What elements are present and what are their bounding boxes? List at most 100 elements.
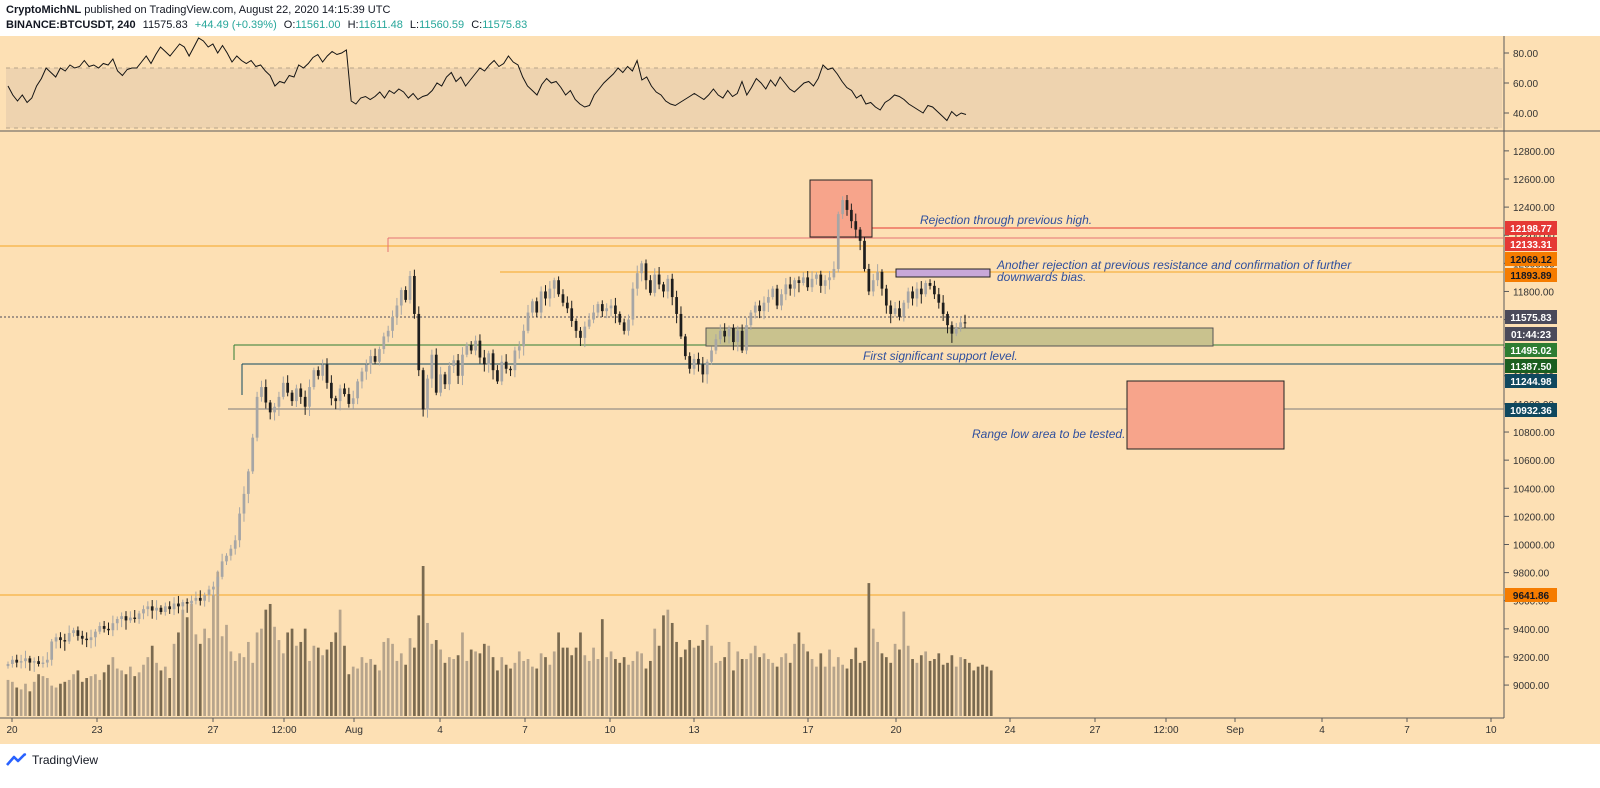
candle-body (89, 637, 93, 641)
volume-bar (753, 645, 757, 716)
candle-body (832, 268, 836, 278)
candle-body (107, 628, 110, 631)
candle-body (535, 301, 539, 313)
volume-bar (775, 666, 779, 716)
candle-body (635, 273, 639, 289)
candle-body (548, 288, 552, 299)
volume-bar (238, 653, 241, 716)
price-label-text: 11575.83 (1510, 313, 1552, 324)
volume-bar (535, 668, 539, 716)
candle-body (268, 402, 272, 413)
price-tick-label: 9400.00 (1513, 625, 1550, 636)
volume-bar (845, 668, 849, 716)
price-label-text: 11495.02 (1510, 346, 1552, 357)
candle-body (334, 398, 338, 402)
volume-bar (509, 668, 512, 716)
volume-bar (413, 647, 416, 716)
candle-body (6, 663, 10, 667)
candle-body (762, 302, 766, 312)
volume-bar (281, 653, 285, 716)
candle-body (41, 662, 45, 664)
candle-body (845, 200, 849, 210)
candle-body (649, 280, 652, 293)
volume-bar (635, 651, 639, 716)
candle-body (675, 297, 678, 314)
published-text: published on TradingView.com, August 22,… (84, 4, 391, 16)
volume-bar (198, 643, 202, 716)
resistance-rejection-box[interactable] (895, 268, 991, 278)
candle-body (801, 277, 805, 284)
candle-body (469, 344, 473, 351)
candle-body (609, 305, 613, 309)
volume-bar (981, 664, 984, 716)
volume-bar (465, 660, 469, 716)
candle-body (102, 626, 106, 629)
volume-bar (692, 647, 696, 716)
volume-bar (233, 660, 237, 716)
candle-body (819, 274, 823, 286)
volume-bar (670, 622, 674, 716)
volume-bar (767, 659, 770, 716)
candle-body (369, 356, 373, 365)
symbol-label[interactable]: BINANCE:BTCUSDT, 240 (6, 19, 136, 31)
tradingview-brand[interactable]: TradingView (6, 749, 98, 771)
volume-bar (6, 679, 10, 716)
volume-bar (360, 657, 364, 716)
high-label: H: (347, 19, 359, 31)
candle-body (448, 365, 451, 385)
candle-body (190, 600, 193, 604)
volume-bar (439, 649, 442, 716)
time-tick-label: 12:00 (271, 725, 296, 736)
rejection-box[interactable] (809, 179, 873, 238)
support-zone-box[interactable] (705, 327, 1214, 347)
candle-body (325, 364, 329, 383)
volume-bar (242, 657, 246, 716)
candle-body (509, 368, 512, 371)
annotation-another-rejection[interactable]: Another rejection at previous resistance… (996, 258, 1352, 272)
volume-bar (290, 628, 294, 716)
annotation-rejection[interactable]: Rejection through previous high. (920, 213, 1092, 227)
candle-body (941, 302, 945, 314)
candle-body (902, 302, 906, 317)
candle-body (570, 308, 574, 321)
annotation-range-low[interactable]: Range low area to be tested. (972, 427, 1125, 441)
candle-body (705, 361, 709, 375)
last-price: 11575.83 (142, 19, 188, 31)
volume-bar (67, 679, 71, 716)
candle-body (793, 280, 796, 289)
price-label-tag (1505, 237, 1557, 251)
author-name[interactable]: CryptoMichNL (6, 4, 82, 16)
volume-bar (609, 651, 613, 716)
volume-bar (382, 641, 386, 716)
annotation-support-level[interactable]: First significant support level. (863, 349, 1018, 363)
volume-bar (63, 681, 67, 716)
candle-body (893, 308, 897, 314)
time-tick-label: 27 (207, 725, 219, 736)
range-low-box[interactable] (1126, 380, 1285, 450)
candle-body (867, 268, 871, 292)
volume-bar (614, 659, 617, 716)
close-value: 11575.83 (482, 19, 528, 31)
price-label-text: 11387.50 (1510, 362, 1552, 373)
candle-body (452, 360, 456, 366)
volume-bar (801, 643, 805, 716)
annotation-downwards-bias[interactable]: downwards bias. (997, 270, 1086, 284)
volume-bar (749, 653, 753, 716)
volume-bar (889, 662, 893, 716)
candle-body (788, 284, 792, 289)
candle-body (828, 277, 831, 281)
volume-bar (919, 655, 923, 716)
candle-body (539, 291, 543, 313)
price-label-tag (1505, 403, 1557, 417)
price-tick-label: 9600.00 (1513, 597, 1550, 608)
candle-body (587, 319, 591, 327)
volume-bar (168, 678, 172, 716)
candle-body (963, 322, 967, 324)
price-chart-svg[interactable]: 80.00 60.00 40.00 12800.00 12600.00 12400.00… (0, 36, 1600, 744)
candle-body (443, 374, 447, 385)
candle-body (229, 548, 233, 556)
volume-bar (793, 643, 796, 716)
volume-bar (185, 617, 189, 716)
volume-bar (59, 683, 62, 716)
